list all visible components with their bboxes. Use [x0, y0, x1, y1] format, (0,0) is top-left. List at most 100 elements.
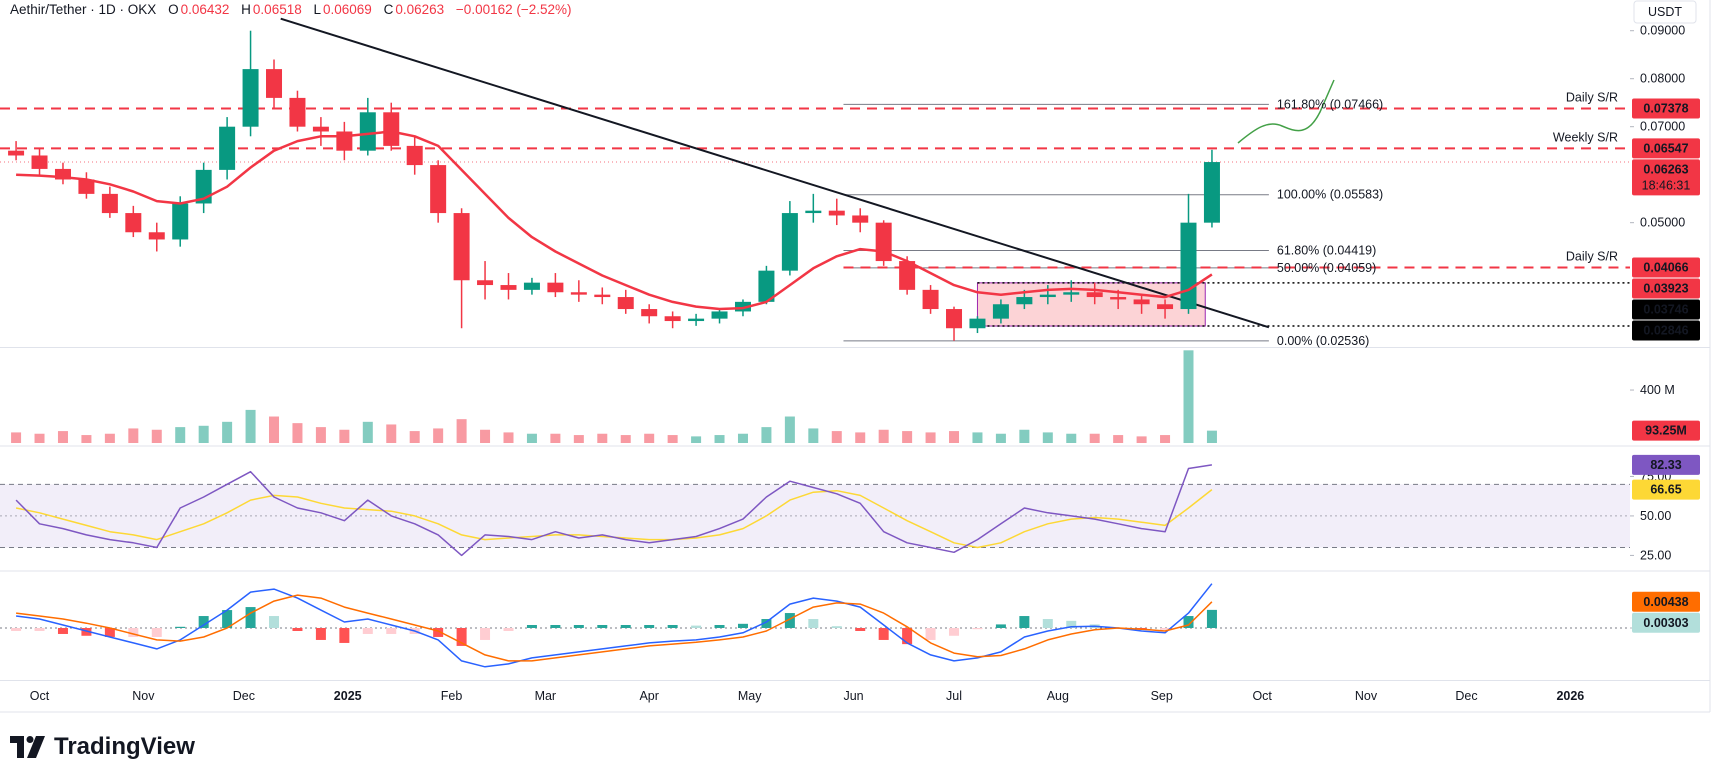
macd-histogram-bar [737, 623, 748, 628]
volume-bar [315, 427, 326, 443]
price-tag [1632, 159, 1700, 196]
volume-bar [831, 431, 842, 443]
fib-label: 100.00% (0.05583) [1277, 188, 1383, 202]
candle-body [430, 165, 447, 214]
volume-bar [714, 435, 725, 443]
price-tag [1632, 320, 1700, 341]
candle-body [1063, 292, 1080, 295]
signal-line [16, 594, 1213, 662]
x-tick-label: 2026 [1556, 689, 1584, 703]
volume-bar [57, 431, 68, 443]
candle-body [148, 232, 165, 240]
macd-histogram-bar [949, 627, 960, 636]
candle-body [289, 97, 306, 127]
candle-body [31, 155, 48, 169]
candle-body [1133, 299, 1150, 305]
candle-body [805, 210, 822, 214]
price-tag [1632, 454, 1700, 475]
volume-bar [573, 435, 584, 443]
candle-body [78, 179, 95, 194]
volume-bar [503, 432, 514, 443]
volume-bar [11, 432, 22, 443]
price-tag-label: 0.06263 [1643, 162, 1688, 176]
price-tag-label: 0.00438 [1643, 595, 1688, 609]
volume-bar [81, 435, 92, 443]
macd-histogram-bar [339, 627, 350, 643]
candle-body [453, 213, 470, 281]
volume-bar [526, 433, 537, 443]
brand-logo [10, 736, 45, 758]
candle-body [852, 215, 869, 223]
y-tick-label: 0.07000 [1640, 120, 1685, 134]
brand-name: TradingView [54, 733, 195, 760]
candle-body [781, 213, 798, 271]
volume-bar [1042, 432, 1053, 443]
price-tag-label: 18:46:31 [1642, 178, 1691, 192]
macd-histogram-bar [128, 627, 139, 637]
candle-body [477, 280, 494, 286]
volume-bar [339, 429, 350, 443]
x-tick-label: Aug [1047, 689, 1069, 703]
volume-bar [222, 421, 233, 443]
volume-bar [550, 433, 561, 443]
price-tag [1632, 278, 1700, 299]
macd-histogram-bar [433, 627, 444, 637]
candle-body [523, 282, 540, 290]
price-tag-label: 0.07378 [1643, 102, 1688, 116]
candle-body [1180, 222, 1197, 310]
currency: USDT [1648, 5, 1682, 19]
ohlc-key: O [168, 2, 179, 17]
y-tick-label: 0.08000 [1640, 72, 1685, 86]
x-tick-label: Nov [132, 689, 155, 703]
candle-body [992, 304, 1009, 319]
macd-histogram-bar [972, 627, 983, 630]
volume-bar [292, 423, 303, 443]
volume-bar [691, 436, 702, 443]
level-text: Daily S/R [1566, 249, 1618, 263]
candle-body [688, 318, 705, 322]
candle-body [336, 131, 353, 151]
volume-bar [949, 431, 960, 443]
candle-body [500, 285, 517, 290]
price-tag-label: 93.25M [1645, 424, 1687, 438]
x-tick-label: Sep [1151, 689, 1173, 703]
ohlc-value: 0.06263 [395, 2, 445, 17]
macd-histogram-bar [526, 625, 537, 628]
macd-histogram-bar [644, 625, 655, 628]
y-tick-label: 25.00 [1640, 548, 1671, 562]
level-text: Daily S/R [1566, 91, 1618, 105]
candle-body [734, 301, 751, 312]
candle-body [406, 145, 423, 166]
candle-body [383, 112, 400, 146]
projection-path [1237, 79, 1335, 144]
candle-body [1016, 297, 1033, 305]
volume-bar [808, 428, 819, 443]
candle-body [1157, 304, 1174, 310]
macd-histogram-bar [198, 616, 209, 628]
price-tag-label: 0.03923 [1643, 281, 1688, 295]
price-tag [1632, 257, 1700, 278]
macd-histogram-bar [1206, 609, 1217, 628]
candle-body [8, 150, 25, 156]
x-tick-label: Jul [946, 689, 962, 703]
candle-body [101, 193, 118, 214]
macd-histogram-bar [925, 627, 936, 640]
candle-body [359, 112, 376, 151]
volume-bar [34, 433, 45, 443]
price-tag-label: 66.65 [1650, 483, 1681, 497]
footer: TradingView [10, 733, 195, 761]
macd-histogram-bar [269, 616, 280, 628]
candle-body [594, 294, 611, 298]
macd-histogram-bar [550, 625, 561, 628]
volume-bar [995, 433, 1006, 443]
symbol: Aethir/Tether · 1D · OKX [10, 2, 157, 17]
macd-histogram-bar [104, 627, 115, 637]
macd-histogram-bar [620, 625, 631, 628]
candle-body [1086, 292, 1103, 298]
macd-histogram-bar [151, 627, 162, 637]
candle-body [711, 311, 728, 319]
x-tick-label: May [738, 689, 762, 703]
y-tick-label: 0.05000 [1640, 216, 1685, 230]
